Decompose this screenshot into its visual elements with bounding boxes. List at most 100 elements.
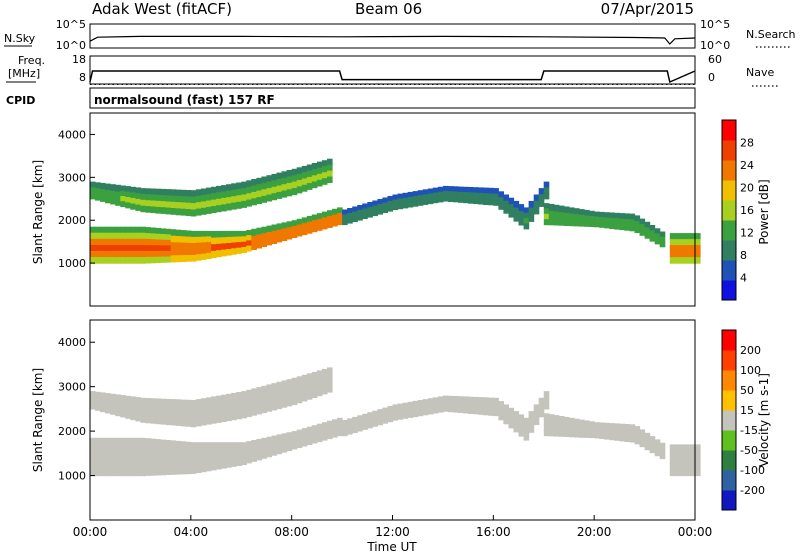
scatter-cell <box>584 420 590 427</box>
scatter-cell <box>231 230 237 238</box>
scatter-cell <box>639 229 646 236</box>
scatter-cell <box>422 189 429 195</box>
scatter-cell <box>311 437 318 444</box>
scatter-cell <box>624 429 630 437</box>
scatter-cell <box>412 201 419 207</box>
scatter-cell <box>120 238 126 246</box>
scatter-cell <box>261 399 267 407</box>
scatter-cell <box>674 469 681 477</box>
scatter-cell <box>286 233 293 240</box>
scatter-cell <box>236 230 242 238</box>
scatter-cell <box>160 468 167 476</box>
scatter-cell <box>231 448 237 455</box>
scatter-cell <box>105 437 111 445</box>
scatter-cell <box>95 463 101 470</box>
scatter-cell <box>185 230 192 238</box>
noise-left-tick-bottom: 10^0 <box>56 39 86 52</box>
scatter-cell <box>649 235 656 242</box>
scatter-cell <box>679 450 686 458</box>
scatter-cell <box>115 456 121 464</box>
scatter-cell <box>488 193 494 200</box>
scatter-cell <box>231 189 237 197</box>
colorbar-segment <box>722 390 736 411</box>
scatter-cell <box>145 239 152 246</box>
colorbar-tick-label: 50 <box>740 384 754 397</box>
scatter-cell <box>291 437 298 444</box>
scatter-cell <box>271 237 278 244</box>
scatter-cell <box>226 400 232 408</box>
scatter-cell <box>508 204 515 212</box>
scatter-cell <box>639 429 646 436</box>
scatter-cell <box>528 421 535 428</box>
scatter-cell <box>261 385 267 394</box>
scatter-cell <box>221 414 227 422</box>
scatter-cell <box>90 232 96 240</box>
scatter-cell <box>316 224 323 231</box>
scatter-cell <box>200 242 207 249</box>
scatter-cell <box>684 444 691 452</box>
scatter-cell <box>135 463 141 470</box>
scatter-cell <box>170 195 177 203</box>
scatter-cell <box>377 414 383 421</box>
scatter-cell <box>377 409 383 415</box>
scatter-cell <box>216 205 222 213</box>
scatter-cell <box>226 393 232 402</box>
scatter-cell <box>195 442 202 449</box>
scatter-cell <box>397 203 404 210</box>
scatter-cell <box>337 207 343 214</box>
scatter-cell <box>291 377 298 386</box>
scatter-cell <box>160 207 167 214</box>
scatter-cell <box>216 402 222 410</box>
scatter-cell <box>357 210 363 216</box>
scatter-cell <box>276 172 283 180</box>
scatter-cell <box>679 444 686 452</box>
scatter-cell <box>140 199 146 207</box>
scatter-cell <box>266 397 273 406</box>
colorbar-tick-label: -100 <box>740 464 765 477</box>
scatter-cell <box>195 448 202 455</box>
power-y-label: Slant Range [km] <box>31 160 45 264</box>
scatter-cell <box>639 440 646 448</box>
date-label: 07/Apr/2015 <box>601 0 694 18</box>
colorbar-tick-label: 28 <box>740 137 754 150</box>
scatter-cell <box>246 389 252 398</box>
scatter-cell <box>674 233 681 240</box>
scatter-cell <box>241 200 247 208</box>
time-tick-label: 16:00 <box>476 525 511 539</box>
scatter-cell <box>185 242 192 250</box>
power-colorbar-label: Power [dB] <box>757 179 771 244</box>
scatter-cell <box>115 463 121 470</box>
scatter-cell <box>90 437 96 445</box>
scatter-cell <box>523 423 530 430</box>
scatter-cell <box>316 376 323 384</box>
scatter-cell <box>437 401 444 408</box>
scatter-cell <box>165 228 172 235</box>
scatter-cell <box>301 381 308 389</box>
scatter-cell <box>488 409 494 416</box>
scatter-cell <box>695 257 701 264</box>
scatter-cell <box>130 437 136 445</box>
scatter-cell <box>170 463 177 470</box>
colorbar-tick-label: -50 <box>740 444 758 457</box>
scatter-cell <box>407 201 414 208</box>
scatter-cell <box>316 218 323 226</box>
scatter-cell <box>155 227 162 235</box>
scatter-cell <box>427 403 434 410</box>
scatter-cell <box>145 227 152 234</box>
scatter-cell <box>155 411 162 418</box>
scatter-cell <box>185 236 192 244</box>
scatter-cell <box>150 227 157 234</box>
scatter-cell <box>216 455 222 463</box>
scatter-cell <box>165 457 172 464</box>
scatter-cell <box>246 409 252 418</box>
scatter-cell <box>95 194 101 201</box>
scatter-cell <box>226 197 232 205</box>
scatter-cell <box>266 404 273 412</box>
scatter-cell <box>100 392 106 400</box>
scatter-cell <box>397 193 404 200</box>
scatter-cell <box>382 197 388 204</box>
scatter-cell <box>327 379 333 387</box>
scatter-cell <box>569 430 575 438</box>
scatter-cell <box>150 188 157 196</box>
